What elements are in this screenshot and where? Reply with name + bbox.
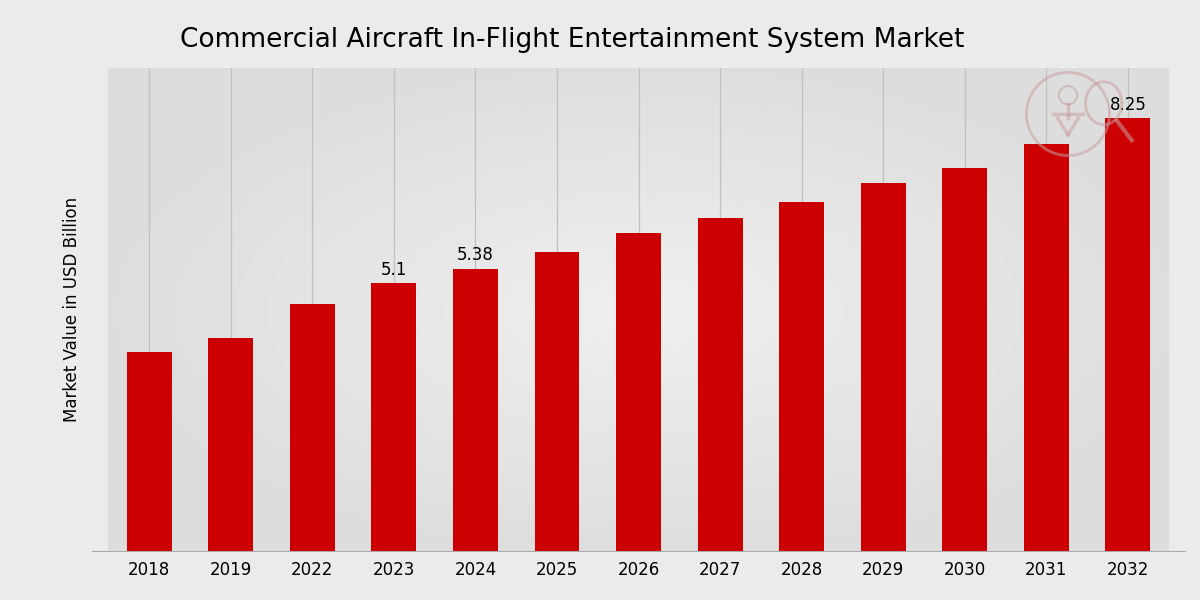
Bar	[127, 352, 172, 551]
Bar	[372, 283, 416, 551]
Bar	[1024, 144, 1069, 551]
Bar	[290, 304, 335, 551]
Bar	[534, 252, 580, 551]
Text: Commercial Aircraft In-Flight Entertainment System Market: Commercial Aircraft In-Flight Entertainm…	[180, 27, 964, 53]
Bar	[860, 184, 906, 551]
Bar	[454, 269, 498, 551]
Text: 5.1: 5.1	[380, 261, 407, 279]
Text: 5.38: 5.38	[457, 247, 494, 265]
Bar	[779, 202, 824, 551]
Text: 8.25: 8.25	[1110, 95, 1146, 113]
Bar	[209, 338, 253, 551]
Bar	[942, 167, 988, 551]
Y-axis label: Market Value in USD Billion: Market Value in USD Billion	[62, 197, 82, 422]
Bar	[697, 218, 743, 551]
Bar	[616, 233, 661, 551]
Bar	[1105, 118, 1151, 551]
